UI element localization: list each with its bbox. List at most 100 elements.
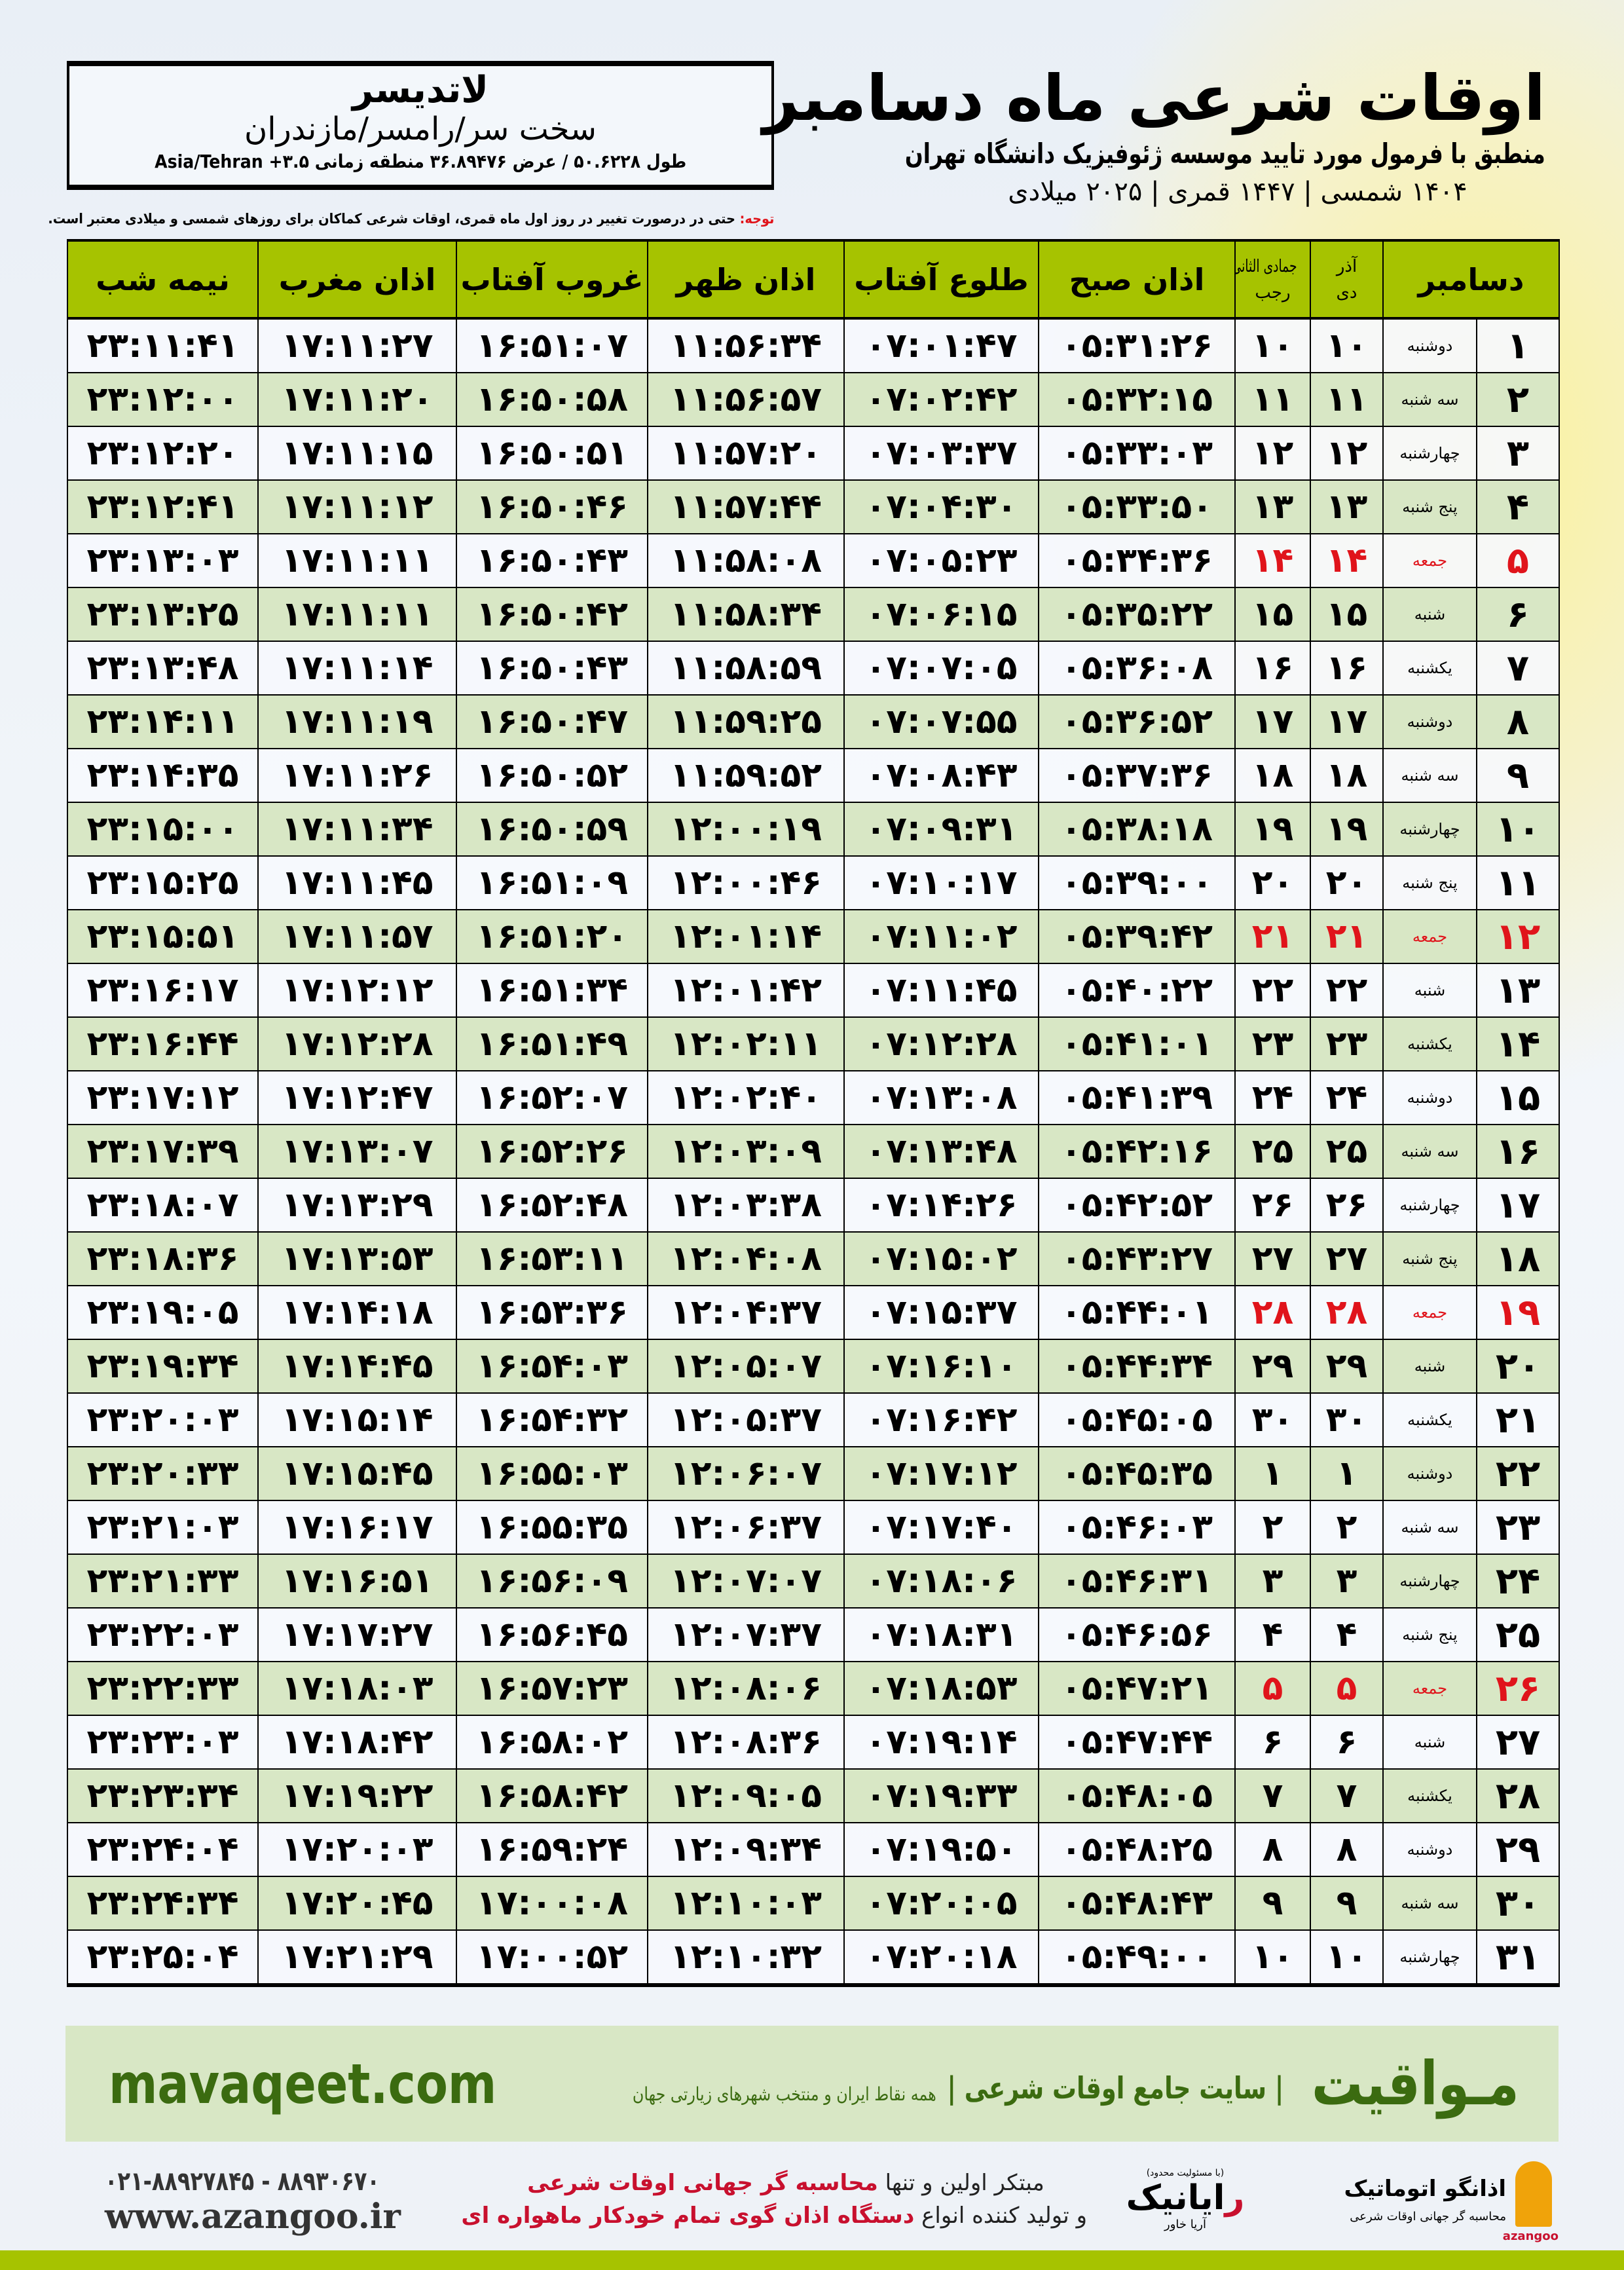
weekday: دوشنبه [1382, 318, 1477, 373]
day-number: ۲۱ [1476, 1392, 1560, 1447]
logo2-name: اذانگو اتوماتیک [1344, 2176, 1506, 2202]
midnight-time: ۲۳:۱۵:۰۰ [67, 802, 259, 857]
table-row: ۱۴ یکشنبه ۲۳ ۲۳ ۰۵:۴۱:۰۱ ۰۷:۱۲:۲۸ ۱۲:۰۲:۱۱ ۱۶:۵… [67, 1016, 1560, 1071]
day-number: ۱۰ [1476, 802, 1560, 857]
dhuhr-time: ۱۲:۰۷:۳۷ [647, 1607, 845, 1662]
table-row: ۸ دوشنبه ۱۷ ۱۷ ۰۵:۳۶:۵۲ ۰۷:۰۷:۵۵ ۱۱:۵۹:۲۵ ۱۶:۵۰… [67, 694, 1560, 749]
weekday: جمعه [1382, 1661, 1477, 1716]
table-row: ۲۰ شنبه ۲۹ ۲۹ ۰۵:۴۴:۳۴ ۰۷:۱۶:۱۰ ۱۲:۰۵:۰۷ ۱۶:۵۴:… [67, 1339, 1560, 1394]
promo-line1-b: محاسبه گر جهانی اوقات شرعی [527, 2170, 878, 2196]
sunrise-time: ۰۷:۰۷:۵۵ [843, 694, 1039, 749]
region-name: سخت سر/رامسر/مازندران [244, 111, 597, 147]
maghrib-time: ۱۷:۱۱:۴۵ [257, 855, 457, 910]
table-row: ۱ دوشنبه ۱۰ ۱۰ ۰۵:۳۱:۲۶ ۰۷:۰۱:۴۷ ۱۱:۵۶:۳۴ ۱۶:۵۱… [67, 318, 1560, 373]
sunset-time: ۱۶:۵۰:۴۶ [456, 479, 648, 534]
sunrise-time: ۰۷:۱۷:۱۲ [843, 1446, 1039, 1501]
weekday: جمعه [1382, 1285, 1477, 1340]
table-row: ۳۰ سه شنبه ۹ ۹ ۰۵:۴۸:۴۳ ۰۷:۲۰:۰۵ ۱۲:۱۰:۰۳ ۱۷:۰۰… [67, 1876, 1560, 1931]
sunrise-time: ۰۷:۱۱:۴۵ [843, 963, 1039, 1018]
sunset-time: ۱۶:۵۶:۴۵ [456, 1607, 648, 1662]
contact-info: ۰۲۱-۸۸۹۲۷۸۴۵ - ۸۸۹۳۰۶۷۰ www.azangoo.ir [105, 2167, 449, 2237]
dhuhr-time: ۱۲:۰۵:۰۷ [647, 1339, 845, 1394]
sunrise-time: ۰۷:۱۶:۱۰ [843, 1339, 1039, 1394]
maghrib-time: ۱۷:۱۱:۲۷ [257, 318, 457, 373]
logo2-sub: محاسبه گر جهانی اوقات شرعی [1350, 2210, 1506, 2223]
sunrise-time: ۰۷:۰۵:۲۳ [843, 533, 1039, 588]
fajr-time: ۰۵:۴۵:۰۵ [1038, 1392, 1236, 1447]
sunrise-time: ۰۷:۱۱:۰۲ [843, 909, 1039, 964]
sunset-time: ۱۶:۵۱:۰۹ [456, 855, 648, 910]
midnight-time: ۲۳:۱۶:۴۴ [67, 1016, 259, 1071]
maghrib-time: ۱۷:۱۲:۱۲ [257, 963, 457, 1018]
lunar-day: ۲ [1234, 1500, 1311, 1555]
header-maghrib: اذان مغرب [257, 239, 457, 320]
day-number: ۱۹ [1476, 1285, 1560, 1340]
sunrise-time: ۰۷:۰۳:۳۷ [843, 426, 1039, 481]
maghrib-time: ۱۷:۱۹:۲۲ [257, 1768, 457, 1823]
day-number: ۲۴ [1476, 1554, 1560, 1609]
solar-day: ۱ [1310, 1446, 1384, 1501]
day-number: ۲۷ [1476, 1715, 1560, 1770]
fajr-time: ۰۵:۴۶:۳۱ [1038, 1554, 1236, 1609]
location-box: لاتدیسر سخت سر/رامسر/مازندران طول ۵۰.۶۲۲… [67, 61, 774, 190]
coordinates: طول ۵۰.۶۲۲۸ / عرض ۳۶.۸۹۴۷۶ منطقه زمانی ۳… [154, 151, 687, 172]
weekday: شنبه [1382, 1339, 1477, 1394]
table-row: ۷ یکشنبه ۱۶ ۱۶ ۰۵:۳۶:۰۸ ۰۷:۰۷:۰۵ ۱۱:۵۸:۵۹ ۱۶:۵۰… [67, 641, 1560, 696]
table-row: ۱۸ پنج شنبه ۲۷ ۲۷ ۰۵:۴۳:۲۷ ۰۷:۱۵:۰۲ ۱۲:۰۴:۰۸ ۱۶… [67, 1231, 1560, 1286]
table-row: ۱۵ دوشنبه ۲۴ ۲۴ ۰۵:۴۱:۳۹ ۰۷:۱۳:۰۸ ۱۲:۰۲:۴۰ ۱۶:۵… [67, 1070, 1560, 1125]
midnight-time: ۲۳:۱۶:۱۷ [67, 963, 259, 1018]
midnight-time: ۲۳:۲۳:۳۴ [67, 1768, 259, 1823]
sunset-time: ۱۶:۵۰:۴۳ [456, 641, 648, 696]
day-number: ۲۸ [1476, 1768, 1560, 1823]
lunar-day: ۱۵ [1234, 587, 1311, 642]
table-row: ۲۴ چهارشنبه ۳ ۳ ۰۵:۴۶:۳۱ ۰۷:۱۸:۰۶ ۱۲:۰۷:۰۷ ۱۶:۵… [67, 1554, 1560, 1609]
dhuhr-time: ۱۲:۰۰:۱۹ [647, 802, 845, 857]
sunrise-time: ۰۷:۱۹:۳۳ [843, 1768, 1039, 1823]
sunset-time: ۱۶:۵۰:۵۱ [456, 426, 648, 481]
lunar-day: ۲۹ [1234, 1339, 1311, 1394]
maghrib-time: ۱۷:۱۵:۴۵ [257, 1446, 457, 1501]
fajr-time: ۰۵:۴۱:۰۱ [1038, 1016, 1236, 1071]
year-line: ۱۴۰۴ شمسی | ۱۴۴۷ قمری | ۲۰۲۵ میلادی [1008, 177, 1467, 207]
dhuhr-time: ۱۱:۵۹:۵۲ [647, 748, 845, 803]
solar-day: ۷ [1310, 1768, 1384, 1823]
solar-day: ۱۰ [1310, 318, 1384, 373]
midnight-time: ۲۳:۲۵:۰۴ [67, 1929, 259, 1987]
dhuhr-time: ۱۱:۵۸:۰۸ [647, 533, 845, 588]
solar-day: ۵ [1310, 1661, 1384, 1716]
lunar-day: ۱۲ [1234, 426, 1311, 481]
dhuhr-time: ۱۱:۵۶:۵۷ [647, 372, 845, 427]
sunset-time: ۱۶:۵۱:۰۷ [456, 318, 648, 373]
website-link[interactable]: www.azangoo.ir [105, 2197, 401, 2237]
dhuhr-time: ۱۲:۰۷:۰۷ [647, 1554, 845, 1609]
sunrise-time: ۰۷:۱۳:۰۸ [843, 1070, 1039, 1125]
sunrise-time: ۰۷:۱۵:۳۷ [843, 1285, 1039, 1340]
banner-site-link[interactable]: mavaqeet.com [109, 2052, 497, 2116]
solar-day: ۱۵ [1310, 587, 1384, 642]
midnight-time: ۲۳:۱۵:۲۵ [67, 855, 259, 910]
note: توجه: حتی در درصورت تغییر در روز اول ماه… [48, 211, 774, 227]
lunar-day: ۸ [1234, 1822, 1311, 1877]
maghrib-time: ۱۷:۱۸:۰۳ [257, 1661, 457, 1716]
weekday: پنج شنبه [1382, 479, 1477, 534]
midnight-time: ۲۳:۱۴:۱۱ [67, 694, 259, 749]
logo1-sub: آریا خاور [1164, 2218, 1206, 2231]
solar-day: ۳۰ [1310, 1392, 1384, 1447]
table-row: ۲ سه شنبه ۱۱ ۱۱ ۰۵:۳۲:۱۵ ۰۷:۰۲:۴۲ ۱۱:۵۶:۵۷ ۱۶:۵… [67, 372, 1560, 427]
weekday: یکشنبه [1382, 1768, 1477, 1823]
bottom-band [0, 2250, 1624, 2270]
fajr-time: ۰۵:۴۴:۳۴ [1038, 1339, 1236, 1394]
promo-line1-a: مبتکر اولین و تنها [877, 2170, 1044, 2196]
day-number: ۱۸ [1476, 1231, 1560, 1286]
sunset-time: ۱۶:۵۰:۴۷ [456, 694, 648, 749]
page-subtitle: منطبق با فرمول مورد تایید موسسه ژئوفیزیک… [905, 138, 1545, 170]
sunset-time: ۱۶:۵۶:۰۹ [456, 1554, 648, 1609]
dhuhr-time: ۱۲:۰۸:۰۶ [647, 1661, 845, 1716]
lunar-day: ۳۰ [1234, 1392, 1311, 1447]
solar-day: ۱۹ [1310, 802, 1384, 857]
dhuhr-time: ۱۱:۵۹:۲۵ [647, 694, 845, 749]
fajr-time: ۰۵:۴۲:۵۲ [1038, 1178, 1236, 1233]
header-sunset: غروب آفتاب [456, 239, 648, 320]
weekday: چهارشنبه [1382, 1929, 1477, 1987]
sunset-time: ۱۶:۵۷:۲۳ [456, 1661, 648, 1716]
